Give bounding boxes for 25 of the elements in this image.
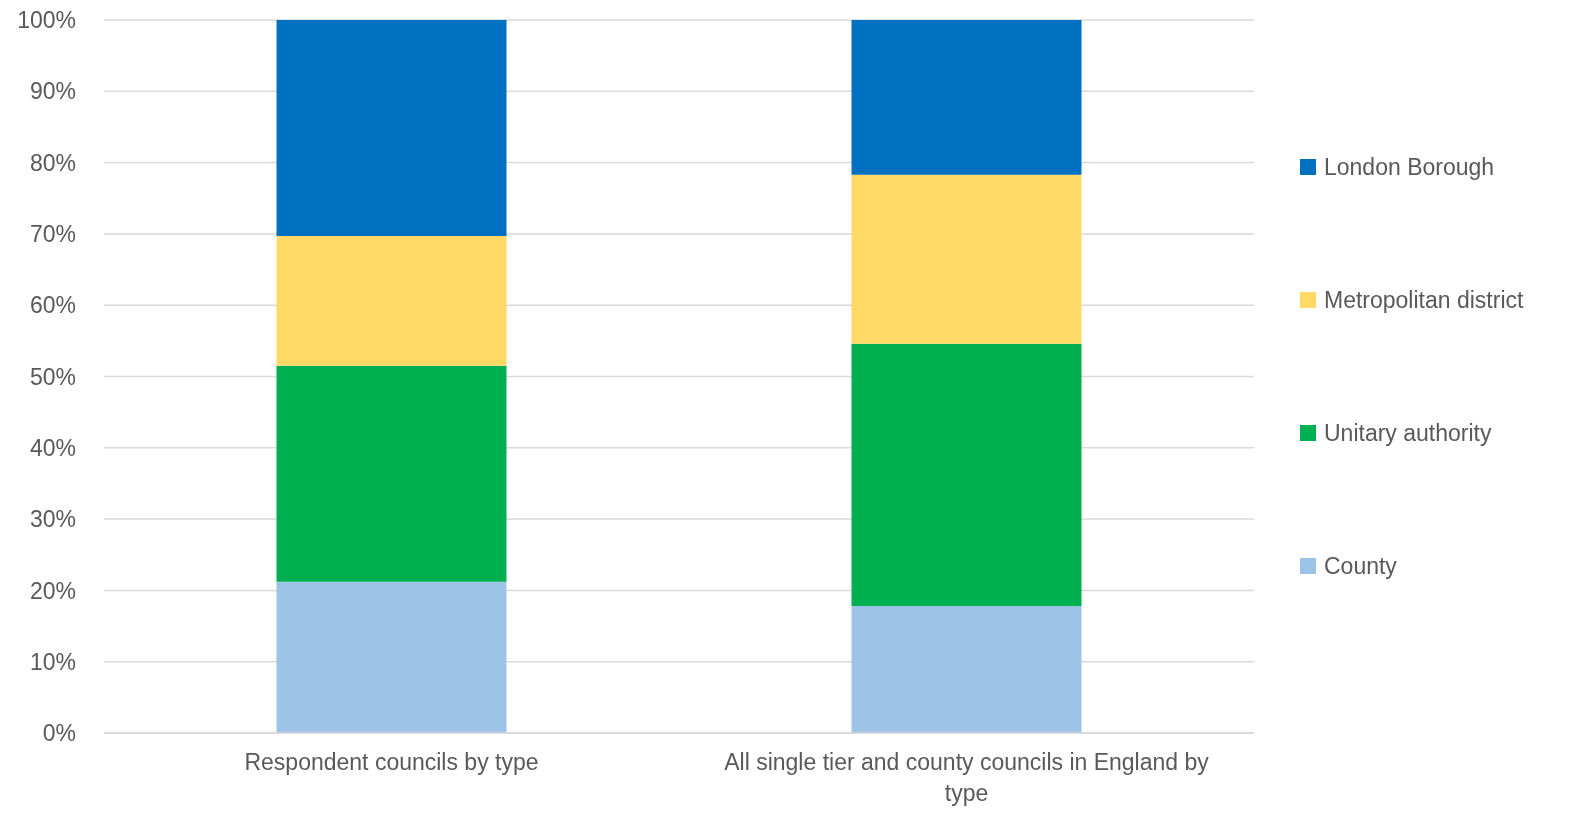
- bar: [851, 174, 1082, 344]
- bar: [276, 581, 507, 733]
- y-tick-label: 20%: [29, 577, 76, 604]
- y-tick-label: 40%: [29, 434, 76, 461]
- y-tick-label: 80%: [29, 149, 76, 176]
- legend-label: County: [1324, 552, 1397, 580]
- legend-label: Unitary authority: [1324, 419, 1492, 447]
- y-tick-label: 70%: [29, 221, 76, 248]
- x-tick-label: All single tier and county councils in England by type: [724, 748, 1210, 806]
- legend-label: Metropolitan district: [1324, 286, 1524, 314]
- legend-label: London Borough: [1324, 153, 1495, 181]
- x-tick-label: Respondent councils by type: [244, 748, 539, 775]
- y-tick-label: 60%: [29, 292, 76, 319]
- bar: [276, 236, 507, 366]
- y-tick-label: 100%: [17, 7, 76, 34]
- y-tick-label: 30%: [29, 506, 76, 533]
- bar: [276, 20, 507, 237]
- bar: [851, 20, 1082, 175]
- bar: [851, 606, 1082, 733]
- y-tick-label: 90%: [29, 78, 76, 105]
- y-tick-label: 50%: [29, 363, 76, 390]
- bar: [851, 343, 1082, 607]
- y-tick-label: 0%: [42, 720, 76, 747]
- y-tick-label: 10%: [29, 648, 76, 675]
- bar: [276, 365, 507, 582]
